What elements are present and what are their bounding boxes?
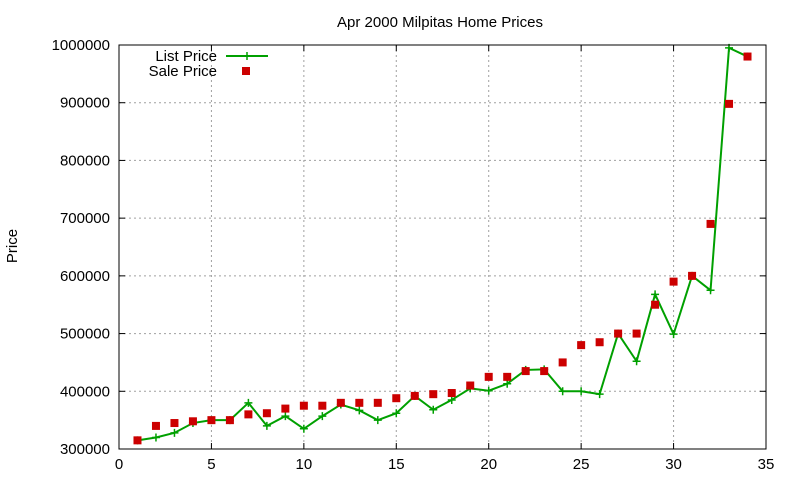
chart-title: Apr 2000 Milpitas Home Prices (337, 14, 543, 31)
y-tick-label: 500000 (60, 326, 110, 343)
sale-price-point (706, 219, 715, 228)
sale-price-point (558, 358, 567, 367)
sale-price-point (262, 409, 271, 418)
sale-price-point (392, 394, 401, 403)
plot-frame (118, 44, 767, 450)
y-tick-label: 300000 (60, 441, 110, 458)
y-tick-label: 600000 (60, 268, 110, 285)
list-price-point (373, 416, 382, 425)
sale-price-point (614, 329, 623, 338)
y-tick-label: 700000 (60, 210, 110, 227)
list-price-point (447, 395, 456, 404)
sale-price-point (743, 52, 752, 61)
list-price-point (281, 412, 290, 421)
sale-price-point (688, 271, 697, 280)
sale-price-point (540, 367, 549, 376)
legend-sale-price-label: Sale Price (149, 63, 217, 80)
x-tick-label: 30 (665, 456, 682, 473)
list-price-point (262, 421, 271, 430)
y-axis-label: Price (4, 229, 21, 263)
sale-price-point (410, 391, 419, 400)
sale-price-point (373, 398, 382, 407)
x-tick-label: 35 (758, 456, 775, 473)
list-price-point (244, 398, 253, 407)
sale-price-point (484, 372, 493, 381)
legend: List Price Sale Price (149, 48, 268, 80)
list-price-point (151, 433, 160, 442)
sale-price-point (225, 416, 234, 425)
sale-price-point (651, 300, 660, 309)
sale-price-point (133, 436, 142, 445)
list-price-point (632, 357, 641, 366)
list-price-point (392, 409, 401, 418)
sale-price-point (188, 417, 197, 426)
sale-price-point (318, 401, 327, 410)
sale-price-point (281, 404, 290, 413)
list-price-line (137, 46, 748, 442)
list-price-point (669, 330, 678, 339)
x-tick-label: 10 (296, 456, 313, 473)
series-layer (133, 43, 752, 445)
sale-price-point (151, 421, 160, 430)
legend-list-price-label: List Price (155, 48, 217, 65)
axis-ticks: 0 5 10 15 20 25 30 35 300000 400000 500000 600000 70… (52, 37, 775, 473)
x-tick-label: 0 (115, 456, 123, 473)
sale-price-point (244, 410, 253, 419)
list-price-point (299, 424, 308, 433)
list-price-point (170, 428, 179, 437)
sale-price-point (521, 367, 530, 376)
list-price-point (318, 412, 327, 421)
x-tick-label: 15 (388, 456, 405, 473)
sale-price-point (503, 372, 512, 381)
y-tick-label: 800000 (60, 152, 110, 169)
sale-price-point (299, 401, 308, 410)
sale-price-point (355, 398, 364, 407)
list-price-point (355, 406, 364, 415)
sale-price-point (577, 341, 586, 350)
x-tick-label: 20 (480, 456, 497, 473)
sale-price-point (466, 381, 475, 390)
list-price-point (595, 390, 604, 399)
list-price-point (558, 387, 567, 396)
sale-price-point (669, 277, 678, 286)
list-price-point (429, 405, 438, 414)
x-tick-label: 25 (573, 456, 590, 473)
sale-price-point (632, 329, 641, 338)
list-price-point (651, 290, 660, 299)
sale-price-point (595, 338, 604, 347)
legend-sale-price-marker (242, 67, 250, 75)
y-tick-label: 400000 (60, 383, 110, 400)
grid (119, 45, 766, 449)
sale-price-point (725, 99, 734, 108)
sale-price-point (447, 389, 456, 398)
y-tick-label: 900000 (60, 95, 110, 112)
sale-price-point (336, 398, 345, 407)
list-price-point (706, 286, 715, 295)
sale-price-point (207, 416, 216, 425)
list-price-point (484, 386, 493, 395)
list-price-point (503, 379, 512, 388)
sale-price-point (429, 390, 438, 399)
y-tick-label: 1000000 (52, 37, 110, 54)
legend-list-price-marker (243, 52, 251, 60)
list-price-point (577, 387, 586, 396)
x-tick-label: 5 (207, 456, 215, 473)
sale-price-point (170, 419, 179, 428)
